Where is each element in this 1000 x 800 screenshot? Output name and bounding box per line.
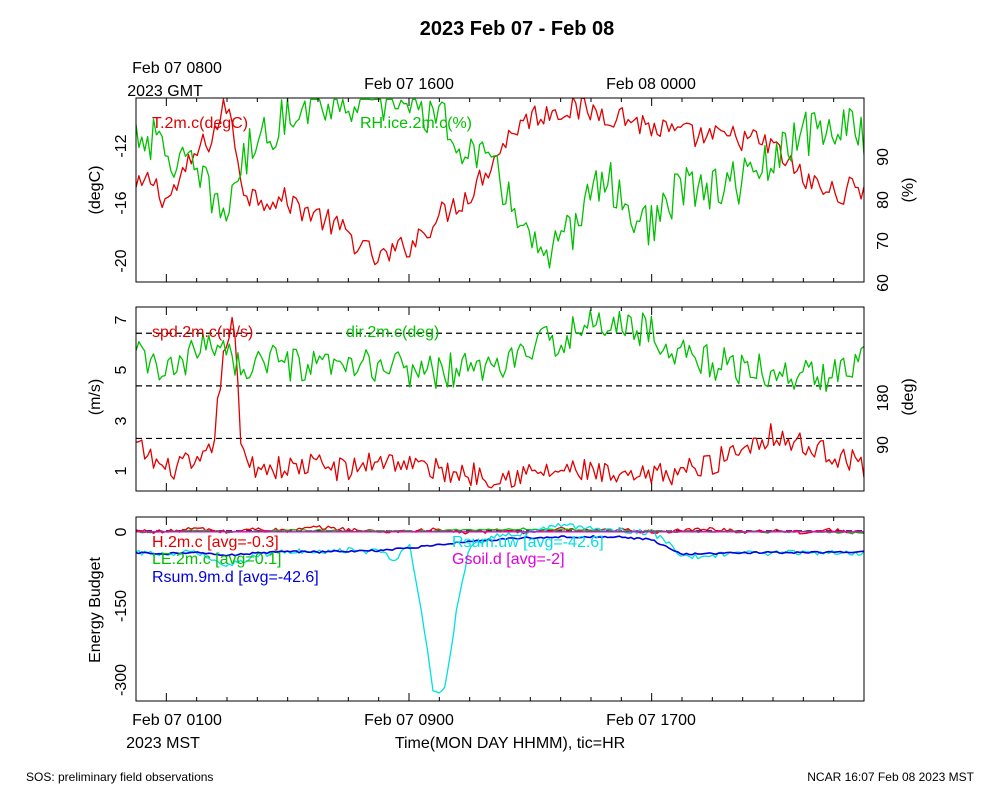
- series-line-rsum-9m-d: [136, 534, 864, 557]
- panel-temperature-rh: -12 -16 -20 90 80 70 60 (degC) (%) T.2m.…: [87, 97, 917, 292]
- series-line-dir-2m-c-deg-: [136, 309, 864, 393]
- panel-2-ticks: [165, 307, 835, 491]
- panel-3-ytick-2: -300: [113, 664, 130, 696]
- legend-sensible-heat: H.2m.c [avg=-0.3]: [152, 534, 279, 551]
- series-line-rh-ice-2m-c-: [136, 98, 864, 269]
- x-axis-label: Time(MON DAY HHMM), tic=HR: [395, 735, 625, 752]
- panel-1-y2label: (%): [900, 178, 917, 203]
- bottom-tick-label-1: Feb 07 0900: [364, 712, 454, 729]
- panel-2-ytick-2: 3: [113, 416, 130, 425]
- panel-2-ytick-1: 5: [113, 365, 130, 374]
- panel-1-y2tick-3: 60: [875, 274, 892, 292]
- top-tick-label-1: Feb 07 1600: [364, 76, 454, 93]
- legend-latent-heat: LE.2m.c [avg=0.1]: [152, 551, 281, 568]
- panel-wind: 7 5 3 1 180 90 (m/s) (deg) spd.2m.c(m/s)…: [87, 306, 917, 492]
- panel-3-ticks: [165, 517, 835, 701]
- panel-2-y2tick-1: 90: [875, 436, 892, 454]
- panel-3-series: [136, 522, 864, 694]
- bottom-tick-label-0: Feb 07 0100: [132, 712, 222, 729]
- top-tick-label-0: Feb 07 0800: [132, 60, 222, 77]
- panel-1-ylabel: (degC): [87, 166, 104, 215]
- panel-2-ytick-3: 1: [113, 466, 130, 475]
- legend-rsum-9m: Rsum.9m.d [avg=-42.6]: [152, 569, 319, 586]
- panel-1-ytick-0: -12: [113, 134, 130, 157]
- legend-wind-speed: spd.2m.c(m/s): [152, 324, 253, 341]
- panel-1-y2tick-1: 80: [875, 191, 892, 209]
- series-line-spd-2m-c-m-s-: [136, 316, 864, 489]
- panel-2-y2label: (deg): [900, 378, 917, 415]
- legend-gsoil: Gsoil.d [avg=-2]: [452, 551, 565, 568]
- bottom-axis-unit-label: 2023 MST: [126, 735, 200, 752]
- panel-1-ytick-1: -16: [113, 191, 130, 214]
- top-axis-unit-label: 2023 GMT: [127, 83, 203, 100]
- legend-rsum-uw: Rsum.uw [avg=-42.6]: [452, 534, 604, 551]
- series-line-t-2m-c-degc-: [136, 98, 864, 266]
- legend-wind-direction: dir.2m.c(deg): [346, 324, 439, 341]
- panel-3-ylabel: Energy Budget: [87, 557, 104, 663]
- panel-1-y2tick-2: 70: [875, 232, 892, 250]
- footer-right: NCAR 16:07 Feb 08 2023 MST: [807, 770, 974, 784]
- panel-3-ytick-1: -150: [113, 590, 130, 622]
- legend-temperature: T.2m.c(degC): [152, 115, 248, 132]
- top-tick-label-2: Feb 08 0000: [606, 76, 696, 93]
- panel-2-series: [136, 309, 864, 489]
- panel-2-ylabel: (m/s): [87, 379, 104, 415]
- panel-energy-budget: 0 -150 -300 Energy Budget H.2m.c [avg=-0…: [87, 516, 865, 702]
- legend-rh: RH.ice.2m.c(%): [360, 115, 472, 132]
- panel-3-ytick-0: 0: [113, 527, 130, 536]
- bottom-tick-label-2: Feb 07 1700: [606, 712, 696, 729]
- panel-1-series: [136, 98, 864, 269]
- panel-2-y2tick-0: 180: [875, 385, 892, 412]
- panel-1-ticks: [165, 98, 835, 282]
- panel-1-ytick-2: -20: [113, 249, 130, 272]
- chart-title: 2023 Feb 07 - Feb 08: [420, 18, 615, 40]
- panel-2-ytick-0: 7: [113, 315, 130, 324]
- footer-left: SOS: preliminary field observations: [26, 770, 213, 784]
- panel-1-y2tick-0: 90: [875, 148, 892, 166]
